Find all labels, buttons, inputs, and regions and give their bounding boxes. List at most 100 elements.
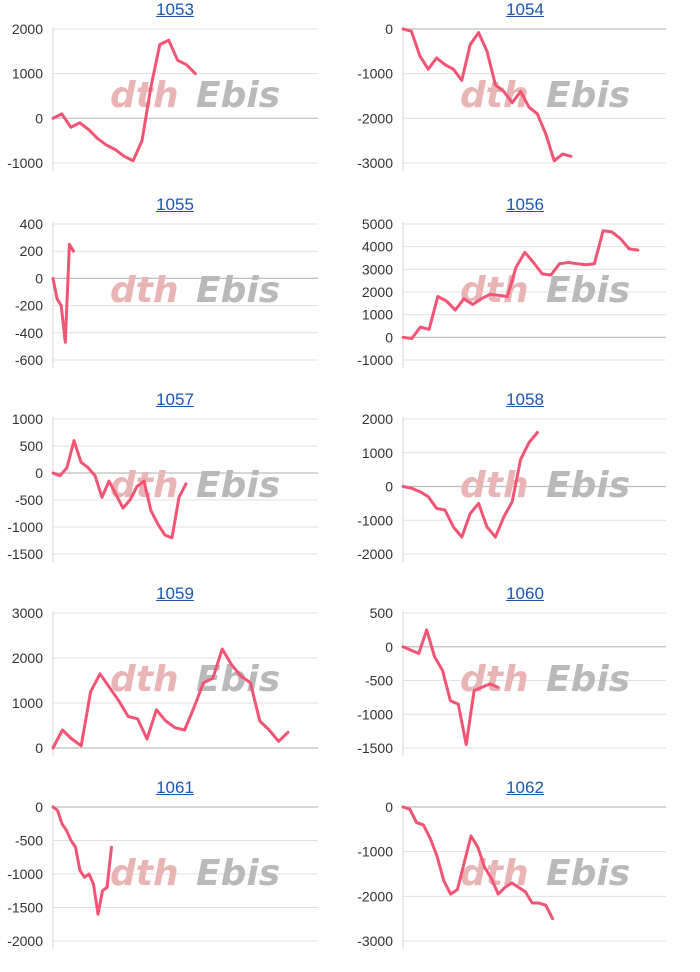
y-tick-label: -1000 (7, 866, 43, 882)
series-line-1057 (51, 439, 188, 540)
watermark-left: dth (110, 659, 179, 700)
y-tick-label: 0 (35, 799, 43, 815)
watermark-left: dth (460, 659, 529, 700)
series-line-1061 (51, 805, 113, 916)
chart-title-link[interactable]: 1059 (156, 584, 194, 603)
y-tick-label: -400 (15, 325, 43, 341)
watermark-right: Ebis (546, 75, 630, 116)
y-tick-label: -1000 (357, 512, 393, 528)
chart-panel-1055: -600 -400 -200 0 200 400 dth Ebis 1055 (0, 195, 350, 389)
chart-title-link[interactable]: 1061 (156, 778, 194, 797)
y-tick-label: 500 (370, 605, 394, 621)
watermark-right: Ebis (196, 270, 280, 311)
series-line-1058 (401, 431, 539, 539)
y-tick-label: 2000 (12, 650, 43, 666)
chart-panel-1061: -2000 -1500 -1000 -500 0 dth Ebis 1061 (0, 778, 350, 972)
watermark-right: Ebis (196, 465, 280, 506)
watermark-left: dth (460, 270, 529, 311)
y-tick-label: 0 (385, 639, 393, 655)
series-line-1062 (401, 805, 555, 921)
y-tick-label: 0 (35, 270, 43, 286)
y-tick-label: -1500 (7, 546, 43, 562)
y-tick-label: -2000 (7, 933, 43, 949)
chart-panel-1059: 0 1000 2000 3000 dth Ebis 1059 (0, 584, 350, 778)
y-tick-label: 2000 (362, 284, 393, 300)
y-tick-label: -1500 (357, 740, 393, 756)
y-tick-label: 0 (385, 21, 393, 37)
y-tick-label: -200 (15, 298, 43, 314)
y-tick-label: 1000 (12, 66, 43, 82)
y-tick-label: -2000 (357, 546, 393, 562)
series-line-1060 (401, 628, 500, 747)
y-tick-label: 0 (385, 329, 393, 345)
chart-title-link[interactable]: 1054 (506, 0, 544, 19)
y-tick-label: 4000 (362, 239, 393, 255)
chart-svg-1053: -1000 0 1000 2000 dth Ebis (7, 21, 318, 171)
y-tick-label: -500 (15, 492, 43, 508)
chart-svg-1056: -1000 0 1000 2000 3000 4000 5000 dth Ebis (357, 216, 666, 368)
watermark-right: Ebis (546, 270, 630, 311)
series-line-1059 (51, 647, 290, 750)
series-line-1055 (51, 242, 75, 344)
chart-panel-1058: -2000 -1000 0 1000 2000 dth Ebis 1058 (350, 390, 700, 584)
chart-title-link[interactable]: 1053 (156, 0, 194, 19)
y-tick-label: -1000 (7, 155, 43, 171)
y-tick-label: -1000 (357, 352, 393, 368)
chart-svg-1061: -2000 -1500 -1000 -500 0 dth Ebis (7, 799, 318, 949)
y-tick-label: -2000 (357, 888, 393, 904)
y-tick-label: 2000 (362, 411, 393, 427)
series-line-1054 (401, 27, 573, 163)
watermark-right: Ebis (196, 75, 280, 116)
watermark-left: dth (110, 270, 179, 311)
y-tick-label: -1000 (357, 844, 393, 860)
chart-title-link[interactable]: 1057 (156, 390, 194, 409)
watermark-right: Ebis (546, 659, 630, 700)
chart-panel-1060: -1500 -1000 -500 0 500 dth Ebis 1060 (350, 584, 700, 778)
chart-svg-1055: -600 -400 -200 0 200 400 dth Ebis (15, 216, 318, 368)
y-tick-label: -1500 (7, 900, 43, 916)
series-line-1053 (51, 38, 197, 163)
y-tick-label: 3000 (362, 261, 393, 277)
y-tick-label: -1000 (357, 66, 393, 82)
watermark-right: Ebis (546, 853, 630, 894)
chart-panel-1056: -1000 0 1000 2000 3000 4000 5000 dth Ebis 1056 (350, 195, 700, 389)
y-tick-label: 0 (385, 479, 393, 495)
chart-panel-1054: -3000 -2000 -1000 0 dth Ebis 1054 (350, 0, 700, 194)
y-tick-label: 3000 (12, 605, 43, 621)
chart-panel-1057: -1500 -1000 -500 0 500 1000 dth Ebis 1057 (0, 390, 350, 584)
y-tick-label: -600 (15, 352, 43, 368)
chart-title-link[interactable]: 1060 (506, 584, 544, 603)
y-tick-label: 0 (35, 110, 43, 126)
y-tick-label: 0 (35, 740, 43, 756)
y-tick-label: -2000 (357, 110, 393, 126)
chart-title-link[interactable]: 1055 (156, 195, 194, 214)
y-tick-label: 500 (20, 438, 44, 454)
y-tick-label: 0 (385, 799, 393, 815)
y-tick-label: -1000 (7, 519, 43, 535)
y-tick-label: 200 (20, 243, 44, 259)
y-tick-label: 0 (35, 465, 43, 481)
y-tick-label: 1000 (12, 411, 43, 427)
chart-panel-1062: -3000 -2000 -1000 0 dth Ebis 1062 (350, 778, 700, 972)
chart-svg-1060: -1500 -1000 -500 0 500 dth Ebis (357, 605, 666, 756)
chart-title-link[interactable]: 1056 (506, 195, 544, 214)
y-tick-label: 5000 (362, 216, 393, 232)
y-tick-label: 2000 (12, 21, 43, 37)
watermark-right: Ebis (196, 853, 280, 894)
chart-title-link[interactable]: 1058 (506, 390, 544, 409)
y-tick-label: -1000 (357, 706, 393, 722)
y-tick-label: 1000 (362, 307, 393, 323)
watermark-left: dth (110, 853, 179, 894)
chart-panel-1053: -1000 0 1000 2000 dth Ebis 1053 (0, 0, 350, 194)
chart-title-link[interactable]: 1062 (506, 778, 544, 797)
y-tick-label: -3000 (357, 933, 393, 949)
watermark-right: Ebis (546, 465, 630, 506)
y-tick-label: -500 (365, 673, 393, 689)
y-tick-label: -500 (15, 833, 43, 849)
